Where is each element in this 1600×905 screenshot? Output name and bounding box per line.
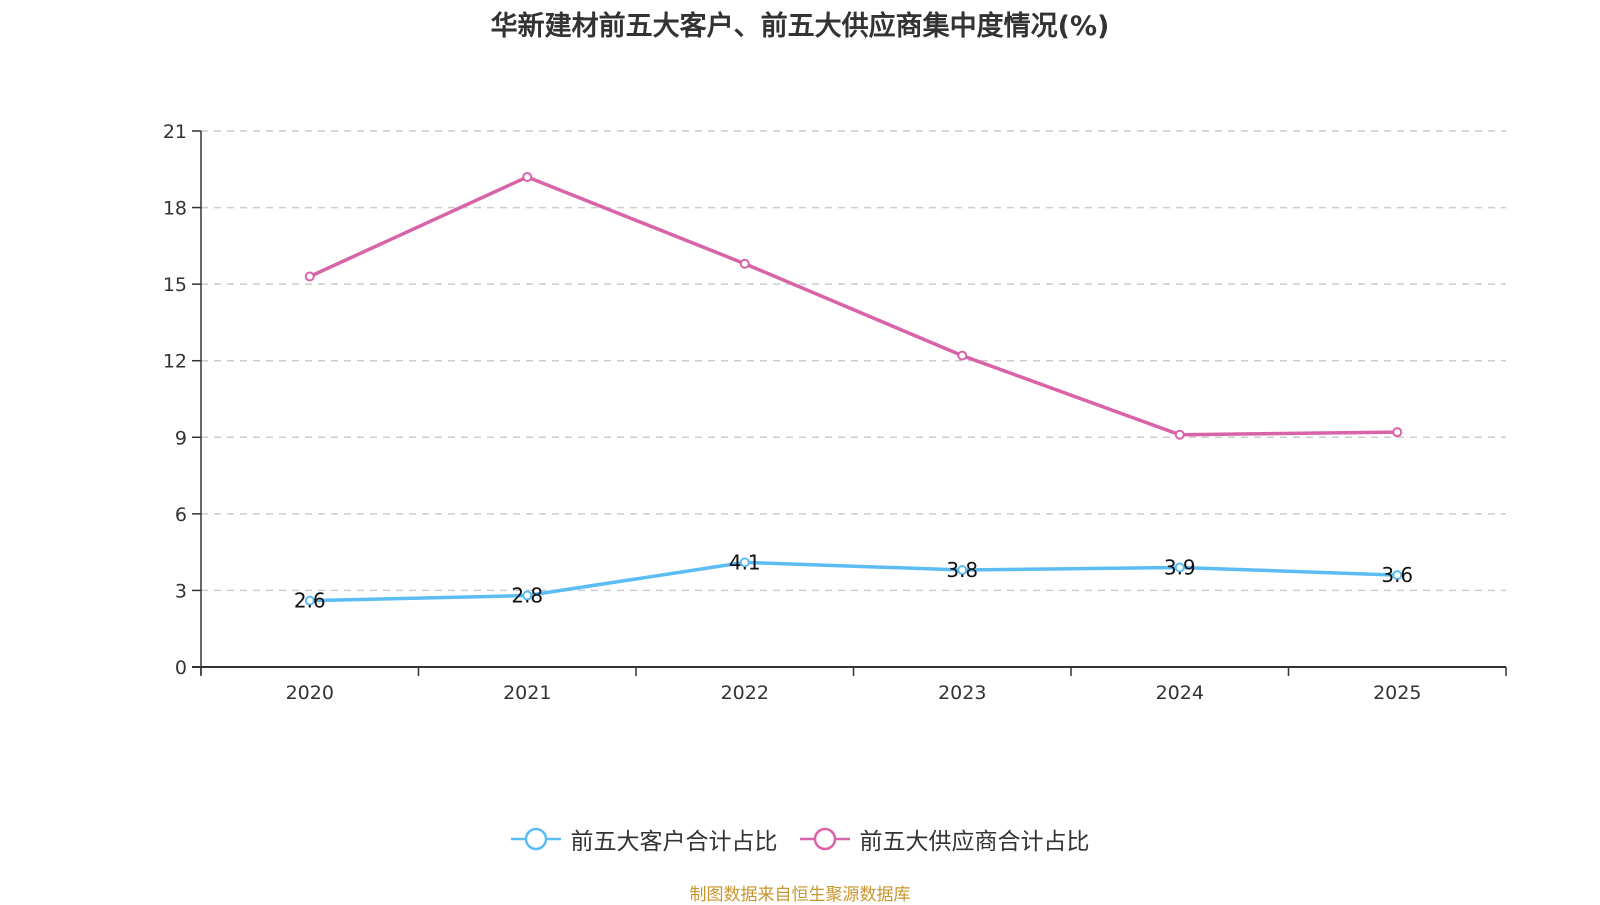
x-tick-label: 2021 xyxy=(503,682,551,704)
data-point xyxy=(739,258,750,269)
source-note: 制图数据来自恒生聚源数据库 xyxy=(689,885,911,905)
data-label: 2.8 xyxy=(511,584,543,608)
y-tick-label: 3 xyxy=(175,580,187,602)
data-point xyxy=(1174,429,1185,440)
data-point xyxy=(522,171,533,182)
data-point xyxy=(522,590,533,601)
gridlines xyxy=(201,130,1506,592)
data-point xyxy=(1174,562,1185,573)
y-tick-label: 18 xyxy=(163,198,187,220)
x-tick-label: 2022 xyxy=(721,682,769,704)
data-point xyxy=(957,565,968,576)
data-labels: 2.6 2.8 4.1 3.8 3.9 3.6 xyxy=(294,550,1413,612)
data-point xyxy=(304,595,315,606)
data-point xyxy=(1392,427,1403,438)
data-point xyxy=(957,350,968,361)
y-tick-label: 0 xyxy=(175,657,187,679)
y-tick-label: 21 xyxy=(163,121,187,143)
data-label: 3.6 xyxy=(1381,563,1413,587)
y-tick-label: 6 xyxy=(175,504,187,526)
series-line-2 xyxy=(309,175,1398,437)
data-point xyxy=(1392,570,1403,581)
legend: 前五大客户合计占比 前五大供应商合计占比 xyxy=(0,822,1600,856)
axes: 0 3 6 9 12 15 18 21 2020 2021 2022 2023 2024 2025 xyxy=(163,121,1507,704)
data-label: 3.8 xyxy=(946,558,978,582)
data-point xyxy=(304,271,315,282)
legend-item-2[interactable]: 前五大供应商合计占比 xyxy=(799,822,1090,856)
x-tick-label: 2020 xyxy=(286,682,334,704)
legend-line-circle-icon xyxy=(510,827,561,851)
y-tick-label: 9 xyxy=(175,427,187,449)
x-tick-label: 2024 xyxy=(1156,682,1204,704)
legend-line-circle-icon xyxy=(799,827,850,851)
data-label: 2.6 xyxy=(294,589,326,613)
data-label: 3.9 xyxy=(1164,555,1196,579)
series xyxy=(304,171,1403,606)
data-label: 4.1 xyxy=(729,550,761,574)
legend-label: 前五大客户合计占比 xyxy=(570,829,778,855)
series-line-1 xyxy=(309,560,1398,603)
x-tick-label: 2023 xyxy=(938,682,986,704)
y-tick-label: 12 xyxy=(163,351,187,373)
x-tick-label: 2025 xyxy=(1373,682,1421,704)
legend-item-1[interactable]: 前五大客户合计占比 xyxy=(510,822,778,856)
data-point xyxy=(739,557,750,568)
y-tick-label: 15 xyxy=(163,274,187,296)
legend-label: 前五大供应商合计占比 xyxy=(859,829,1090,855)
chart-title: 华新建材前五大客户、前五大供应商集中度情况(%) xyxy=(490,11,1110,42)
